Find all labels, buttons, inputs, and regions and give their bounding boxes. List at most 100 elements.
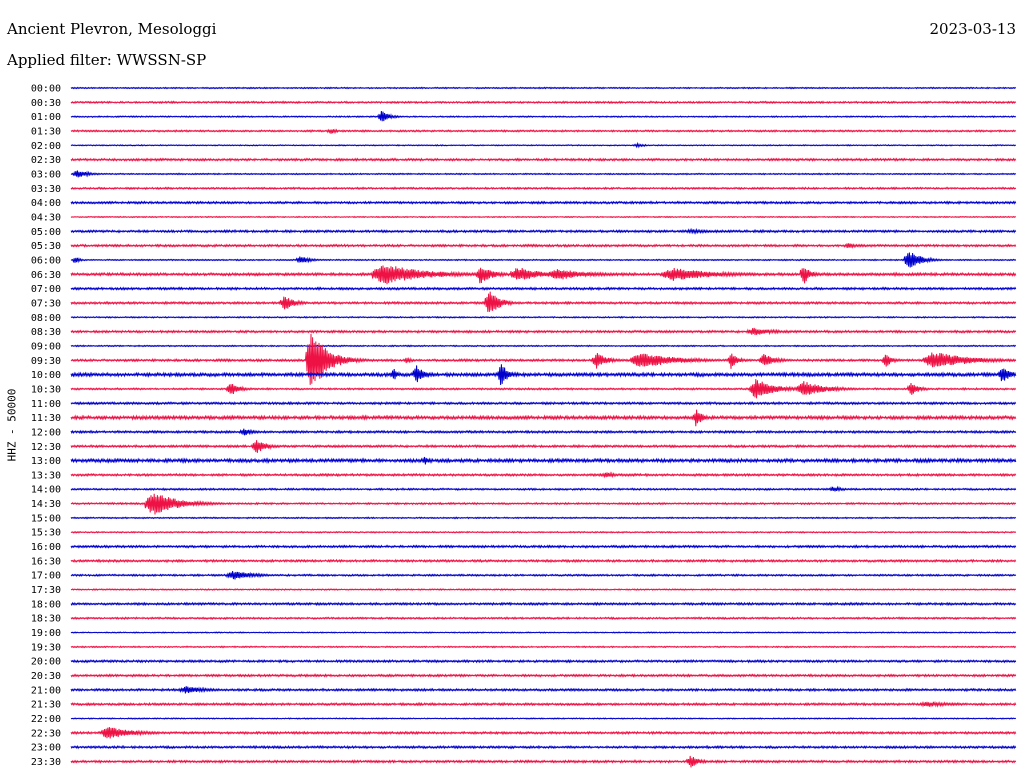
row-label: 23:00: [31, 743, 61, 754]
row-label: 15:00: [31, 513, 61, 524]
row-label: 03:30: [31, 184, 61, 195]
row-label: 14:30: [31, 499, 61, 510]
trace-line: [70, 440, 1017, 453]
record-date: 2023-03-13: [929, 20, 1016, 38]
row-label: 00:30: [31, 98, 61, 109]
trace-line: [70, 409, 1017, 427]
trace-line: [70, 493, 1017, 515]
row-label: 09:30: [31, 356, 61, 367]
trace-line: [70, 86, 1017, 90]
row-label: 11:00: [31, 399, 61, 410]
row-label: 10:30: [31, 384, 61, 395]
row-label: 00:00: [31, 84, 61, 95]
trace-line: [70, 157, 1017, 162]
row-label: 07:30: [31, 298, 61, 309]
row-label: 15:30: [31, 528, 61, 539]
trace-line: [70, 588, 1017, 591]
trace-line: [70, 315, 1017, 319]
row-label: 23:30: [31, 757, 61, 768]
trace-line: [70, 601, 1017, 607]
trace-line: [70, 364, 1017, 386]
row-label: 01:30: [31, 126, 61, 137]
row-labels: 00:00 00:30 01:00 01:30 02:00 02:30 03:00 03:30…: [31, 84, 61, 769]
row-label: 02:30: [31, 155, 61, 166]
row-label: 10:00: [31, 370, 61, 381]
row-label: 01:00: [31, 112, 61, 123]
trace-line: [70, 631, 1017, 634]
row-label: 20:30: [31, 671, 61, 682]
row-label: 08:30: [31, 327, 61, 338]
row-label: 04:30: [31, 212, 61, 223]
trace-line: [70, 227, 1017, 235]
trace-line: [70, 645, 1017, 649]
row-label: 18:30: [31, 614, 61, 625]
row-label: 04:00: [31, 198, 61, 209]
row-label: 09:00: [31, 341, 61, 352]
row-label: 16:30: [31, 556, 61, 567]
row-label: 06:30: [31, 270, 61, 281]
trace-line: [70, 401, 1017, 406]
trace-line: [70, 111, 1017, 122]
trace-line: [70, 327, 1017, 336]
seismic-traces: [70, 86, 1017, 768]
trace-line: [70, 286, 1017, 291]
row-label: 16:00: [31, 542, 61, 553]
trace-line: [70, 485, 1017, 492]
trace-line: [70, 558, 1017, 564]
trace-line: [70, 186, 1017, 191]
trace-line: [70, 744, 1017, 750]
row-label: 18:00: [31, 599, 61, 610]
trace-line: [70, 456, 1017, 465]
trace-line: [70, 200, 1017, 205]
trace-line: [70, 141, 1017, 149]
trace-line: [70, 471, 1017, 479]
row-label: 12:00: [31, 427, 61, 438]
row-label: 12:30: [31, 442, 61, 453]
trace-line: [70, 291, 1017, 312]
trace-line: [70, 717, 1017, 720]
trace-line: [70, 658, 1017, 664]
row-label: 14:00: [31, 485, 61, 496]
trace-line: [70, 616, 1017, 621]
trace-line: [70, 128, 1017, 134]
row-label: 21:00: [31, 685, 61, 696]
row-label: 03:00: [31, 169, 61, 180]
row-label: 06:00: [31, 255, 61, 266]
row-label: 08:00: [31, 313, 61, 324]
filter-label: Applied filter: WWSSN-SP: [7, 51, 207, 69]
trace-line: [70, 673, 1017, 678]
trace-line: [70, 700, 1017, 708]
row-label: 17:30: [31, 585, 61, 596]
row-label: 20:00: [31, 657, 61, 668]
station-title: Ancient Plevron, Mesologgi: [7, 20, 217, 38]
row-label: 19:00: [31, 628, 61, 639]
trace-line: [70, 686, 1017, 694]
trace-line: [70, 344, 1017, 348]
trace-line: [70, 570, 1017, 580]
row-label: 05:00: [31, 227, 61, 238]
trace-line: [70, 516, 1017, 520]
trace-line: [70, 170, 1017, 178]
row-label: 05:30: [31, 241, 61, 252]
trace-line: [70, 544, 1017, 549]
trace-line: [70, 530, 1017, 534]
trace-line: [70, 755, 1017, 768]
trace-line: [70, 333, 1017, 385]
row-label: 22:30: [31, 728, 61, 739]
trace-line: [70, 100, 1017, 105]
trace-line: [70, 243, 1017, 249]
trace-line: [70, 252, 1017, 268]
row-label: 22:00: [31, 714, 61, 725]
row-label: 19:30: [31, 642, 61, 653]
row-label: 11:30: [31, 413, 61, 424]
row-label: 21:30: [31, 700, 61, 711]
trace-line: [70, 428, 1017, 436]
row-label: 17:00: [31, 571, 61, 582]
trace-line: [70, 265, 1017, 285]
row-label: 13:00: [31, 456, 61, 467]
trace-line: [70, 727, 1017, 739]
row-label: 07:00: [31, 284, 61, 295]
row-label: 02:00: [31, 141, 61, 152]
trace-line: [70, 379, 1017, 399]
